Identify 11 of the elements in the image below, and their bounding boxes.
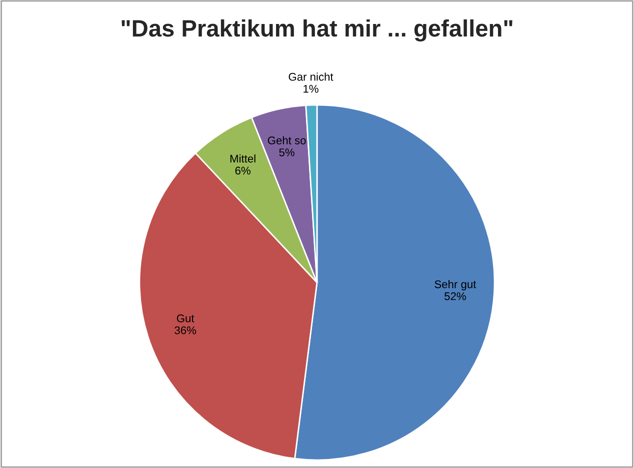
data-label: 5% [279,148,294,156]
slice-label: Gut [176,314,194,322]
chart-title: "Das Praktikum hat mir ... gefallen" [122,19,512,42]
slice-label: Geht so [268,136,306,144]
data-label: 6% [235,166,250,175]
data-label: 52% [444,292,466,300]
slice-label: Sehr gut [434,280,476,290]
data-label: 36% [174,326,196,334]
data-label: 1% [304,84,318,93]
slice-label: Gar nicht [288,72,334,81]
slice-label: Mittel [230,154,256,163]
